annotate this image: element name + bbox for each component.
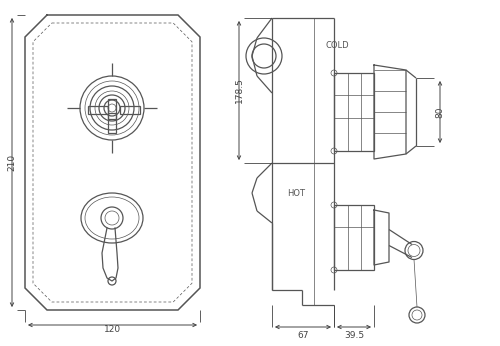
Text: 120: 120 — [104, 326, 121, 335]
Text: 178.5: 178.5 — [234, 78, 244, 103]
Bar — [88, 106, 108, 114]
Bar — [120, 106, 140, 114]
Bar — [334, 73, 374, 151]
Text: 39.5: 39.5 — [344, 330, 364, 339]
Text: 67: 67 — [297, 330, 309, 339]
Text: COLD: COLD — [326, 42, 349, 51]
Bar — [334, 205, 374, 270]
Bar — [108, 99, 116, 119]
Text: 80: 80 — [436, 106, 444, 118]
Text: HOT: HOT — [287, 189, 305, 198]
Text: 210: 210 — [8, 154, 16, 171]
Bar — [108, 113, 116, 133]
